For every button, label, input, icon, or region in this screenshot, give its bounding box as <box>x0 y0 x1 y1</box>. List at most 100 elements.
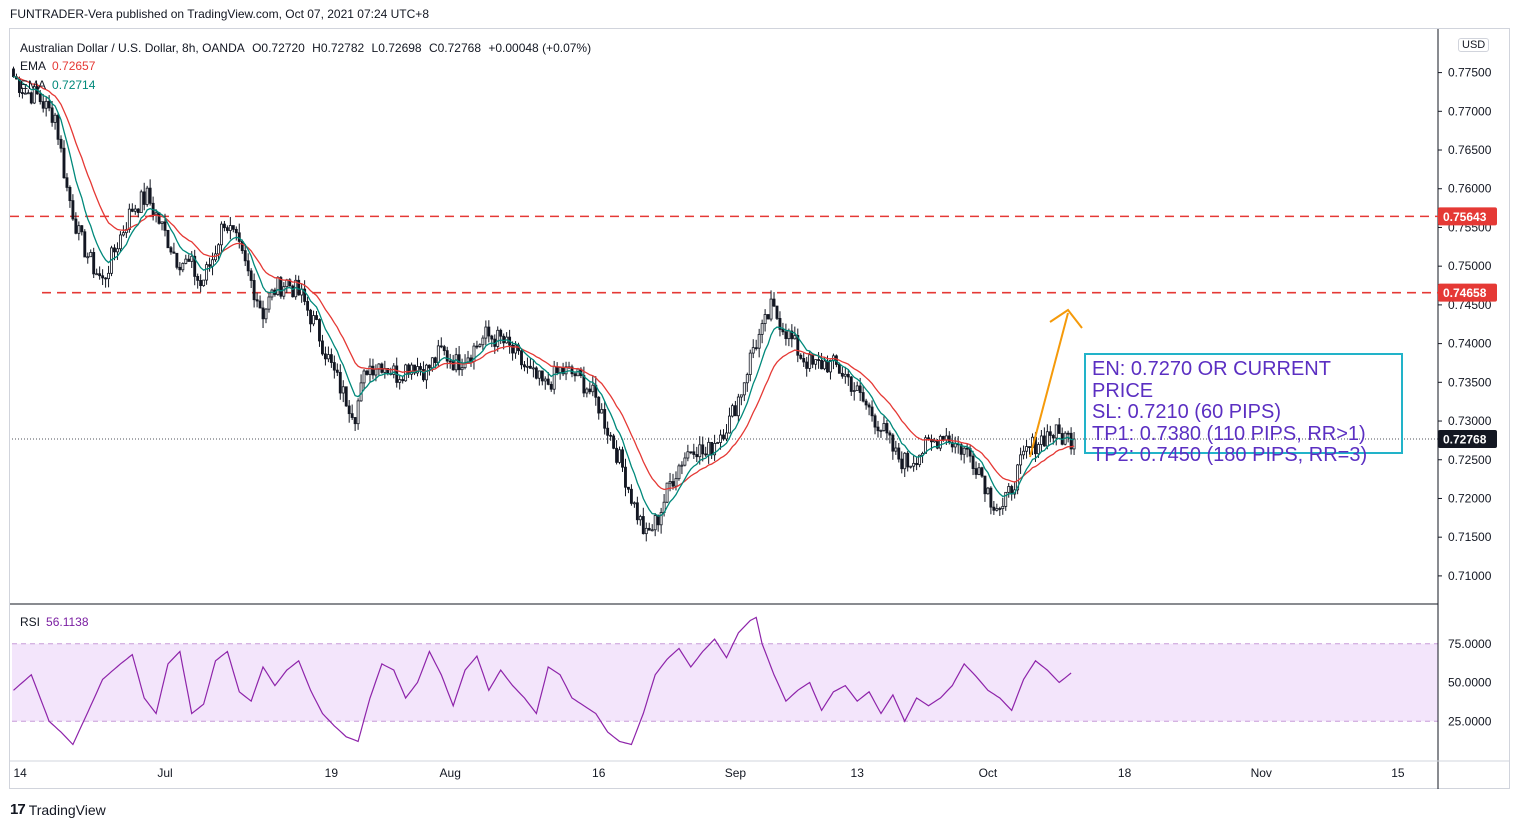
candle-down <box>80 225 84 233</box>
candle-down <box>249 270 253 281</box>
candle-down <box>582 375 586 394</box>
candle-down <box>873 415 877 428</box>
candle-down <box>297 279 301 296</box>
candle-down <box>864 400 868 406</box>
candle-down <box>867 404 871 408</box>
candle-up <box>107 272 110 280</box>
current-price-label-bg <box>1438 429 1497 448</box>
candle-down <box>338 371 342 394</box>
candle-down <box>439 345 443 348</box>
candle-down <box>817 359 821 361</box>
candle-down <box>570 366 574 375</box>
candle-down <box>407 364 411 375</box>
candle-up <box>995 508 999 511</box>
candle-down <box>641 516 645 535</box>
candle-down <box>906 452 910 468</box>
price-tick-label: 0.72000 <box>1448 491 1492 505</box>
candle-down <box>365 370 369 375</box>
candle-up <box>748 352 752 375</box>
candle-up <box>404 364 408 382</box>
candle-up <box>823 360 826 370</box>
candle-down <box>1028 446 1031 448</box>
candle-up <box>202 279 206 287</box>
candle-down <box>98 273 102 277</box>
candle-down <box>656 515 660 526</box>
ema-slow-line[interactable] <box>13 76 1075 491</box>
candle-up <box>460 367 464 371</box>
price-tick-label: 0.76500 <box>1448 143 1492 157</box>
candle-up <box>1054 424 1058 439</box>
candle-down <box>733 405 737 417</box>
candle-down <box>187 258 191 262</box>
candle-up <box>1004 491 1008 507</box>
rsi-value: 56.1138 <box>46 615 89 629</box>
candle-up <box>882 423 886 431</box>
ema-fast-line[interactable] <box>13 76 1075 517</box>
candle-up <box>728 415 731 434</box>
candle-up <box>668 481 672 484</box>
candle-up <box>181 263 185 271</box>
candle-up <box>1022 450 1026 456</box>
candle-down <box>528 365 532 369</box>
candle-down <box>12 68 15 78</box>
candle-down <box>136 208 140 213</box>
candle-down <box>490 335 494 340</box>
candle-up <box>44 100 48 109</box>
candle-up <box>1045 431 1049 447</box>
rsi-tick-label: 50.0000 <box>1448 676 1492 690</box>
candle-up <box>416 366 419 374</box>
rsi-legend[interactable]: RSI 56.1138 <box>20 615 89 629</box>
ema-fast-legend[interactable]: EMA 0.72714 <box>20 78 95 92</box>
candle-down <box>811 354 815 365</box>
candle-down <box>323 353 327 360</box>
candle-up <box>760 323 764 335</box>
time-tick-label: Aug <box>440 766 461 780</box>
price-tick-label: 0.71000 <box>1448 569 1492 583</box>
candle-up <box>190 255 194 262</box>
ohlc-close: C0.72768 <box>428 41 481 55</box>
candle-down <box>442 346 446 352</box>
time-tick-label: 15 <box>1391 766 1405 780</box>
time-tick-label: 14 <box>13 766 27 780</box>
resistance-1-price-label-bg <box>1438 207 1497 226</box>
candle-down <box>603 409 607 429</box>
candle-down <box>627 486 630 490</box>
price-tick-label: 0.72500 <box>1448 453 1492 467</box>
candle-down <box>499 329 503 337</box>
candle-down <box>965 447 969 450</box>
currency-badge[interactable]: USD <box>1458 38 1490 52</box>
candle-down <box>695 454 699 458</box>
candle-down <box>29 92 33 104</box>
candle-down <box>888 432 892 436</box>
candle-up <box>650 529 654 532</box>
candle-down <box>826 360 829 373</box>
candle-down <box>172 251 176 254</box>
candle-down <box>897 447 901 460</box>
candle-down <box>401 379 405 382</box>
candle-up <box>276 277 280 295</box>
rsi-band <box>12 643 1438 722</box>
candle-down <box>225 227 229 231</box>
candle-up <box>903 452 907 470</box>
ema-slow-legend[interactable]: EMA 0.72657 <box>20 59 95 73</box>
candle-down <box>74 218 78 234</box>
candle-down <box>148 187 152 204</box>
time-tick-label: Oct <box>979 766 998 780</box>
footer-brand[interactable]: 17 TradingView <box>10 801 106 818</box>
candle-up <box>154 212 158 215</box>
rsi-line[interactable] <box>13 616 1072 746</box>
candle-up <box>698 444 702 458</box>
candle-down <box>318 319 321 342</box>
candle-down <box>671 481 675 487</box>
candle-up <box>26 92 30 95</box>
candle-down <box>427 364 431 369</box>
candle-up <box>814 359 818 365</box>
candle-down <box>840 372 844 377</box>
candle-up <box>478 344 482 347</box>
candle-down <box>371 365 375 376</box>
chart-frame <box>9 28 1510 789</box>
candle-down <box>193 255 197 277</box>
candle-down <box>329 354 333 363</box>
ohlc-high: H0.72782 <box>312 41 365 55</box>
candle-down <box>175 252 179 268</box>
